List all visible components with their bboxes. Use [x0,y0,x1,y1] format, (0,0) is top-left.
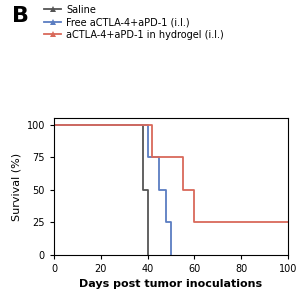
Text: B: B [12,6,29,26]
Y-axis label: Survival (%): Survival (%) [11,152,21,221]
X-axis label: Days post tumor inoculations: Days post tumor inoculations [80,279,262,289]
Legend: Saline, Free aCTLA-4+aPD-1 (i.l.), aCTLA-4+aPD-1 in hydrogel (i.l.): Saline, Free aCTLA-4+aPD-1 (i.l.), aCTLA… [44,5,224,40]
